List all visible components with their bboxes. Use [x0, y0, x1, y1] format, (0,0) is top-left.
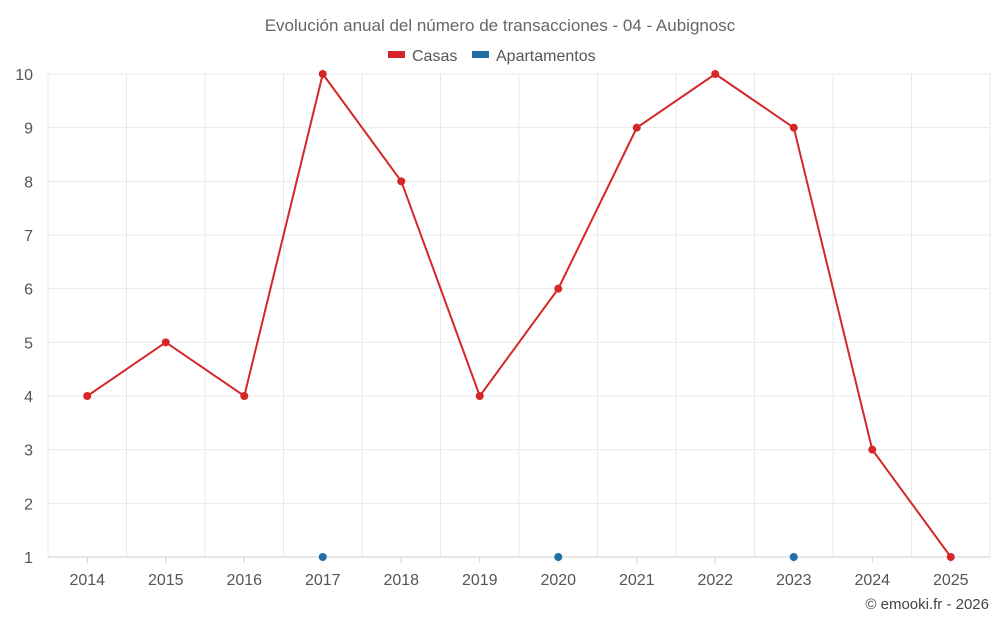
- legend-label-casas[interactable]: Casas: [412, 48, 457, 65]
- x-tick-label: 2025: [933, 572, 969, 589]
- point-casas-2020: [554, 284, 563, 293]
- point-apartamentos-2020: [554, 553, 563, 561]
- credit-text: © emooki.fr - 2026: [865, 596, 989, 613]
- series: [83, 70, 955, 561]
- point-casas-2017: [318, 70, 327, 78]
- y-tick-label: 8: [24, 174, 33, 191]
- x-tick-label: 2022: [697, 572, 733, 589]
- y-tick-label: 10: [15, 67, 33, 84]
- y-tick-label: 5: [24, 335, 33, 352]
- point-casas-2025: [946, 553, 955, 561]
- x-tick-label: 2016: [226, 572, 262, 589]
- point-casas-2022: [711, 70, 720, 78]
- y-tick-label: 1: [24, 550, 33, 567]
- series-line-casas: [86, 71, 952, 558]
- chart-title: Evolución anual del número de transaccio…: [265, 16, 736, 35]
- point-casas-2016: [240, 392, 249, 400]
- x-tick-label: 2014: [69, 572, 105, 589]
- point-apartamentos-2017: [318, 553, 327, 561]
- y-tick-label: 9: [24, 121, 33, 138]
- legend: Casas Apartamentos: [388, 48, 596, 65]
- point-casas-2018: [397, 177, 406, 186]
- legend-swatch-apartamentos: [472, 51, 489, 58]
- x-tick-label: 2019: [462, 572, 498, 589]
- x-tick-label: 2018: [383, 572, 419, 589]
- y-tick-label: 4: [24, 389, 33, 406]
- point-apartamentos-2023: [789, 553, 798, 561]
- y-tick-label: 3: [24, 443, 33, 460]
- point-casas-2024: [868, 445, 877, 454]
- x-tick-label: 2017: [305, 572, 341, 589]
- y-tick-label: 2: [24, 496, 33, 513]
- grid: [47, 73, 991, 557]
- x-tick-label: 2021: [619, 572, 655, 589]
- legend-label-apartamentos[interactable]: Apartamentos: [496, 48, 596, 65]
- point-casas-2014: [83, 392, 92, 400]
- point-casas-2015: [161, 338, 170, 347]
- x-tick-label: 2015: [148, 572, 184, 589]
- point-casas-2019: [475, 392, 484, 400]
- point-casas-2021: [632, 123, 641, 132]
- x-tick-label: 2023: [776, 572, 812, 589]
- y-tick-label: 7: [24, 228, 33, 245]
- x-tick-label: 2020: [540, 572, 576, 589]
- point-casas-2023: [789, 123, 798, 132]
- x-tick-label: 2024: [854, 572, 890, 589]
- y-tick-label: 6: [24, 282, 33, 299]
- axes: 1 2 3 4 5 6 7 8 9 10 2014 2015 2016 2017 2018 2019 2020 2…: [15, 67, 990, 589]
- legend-swatch-casas: [388, 51, 405, 58]
